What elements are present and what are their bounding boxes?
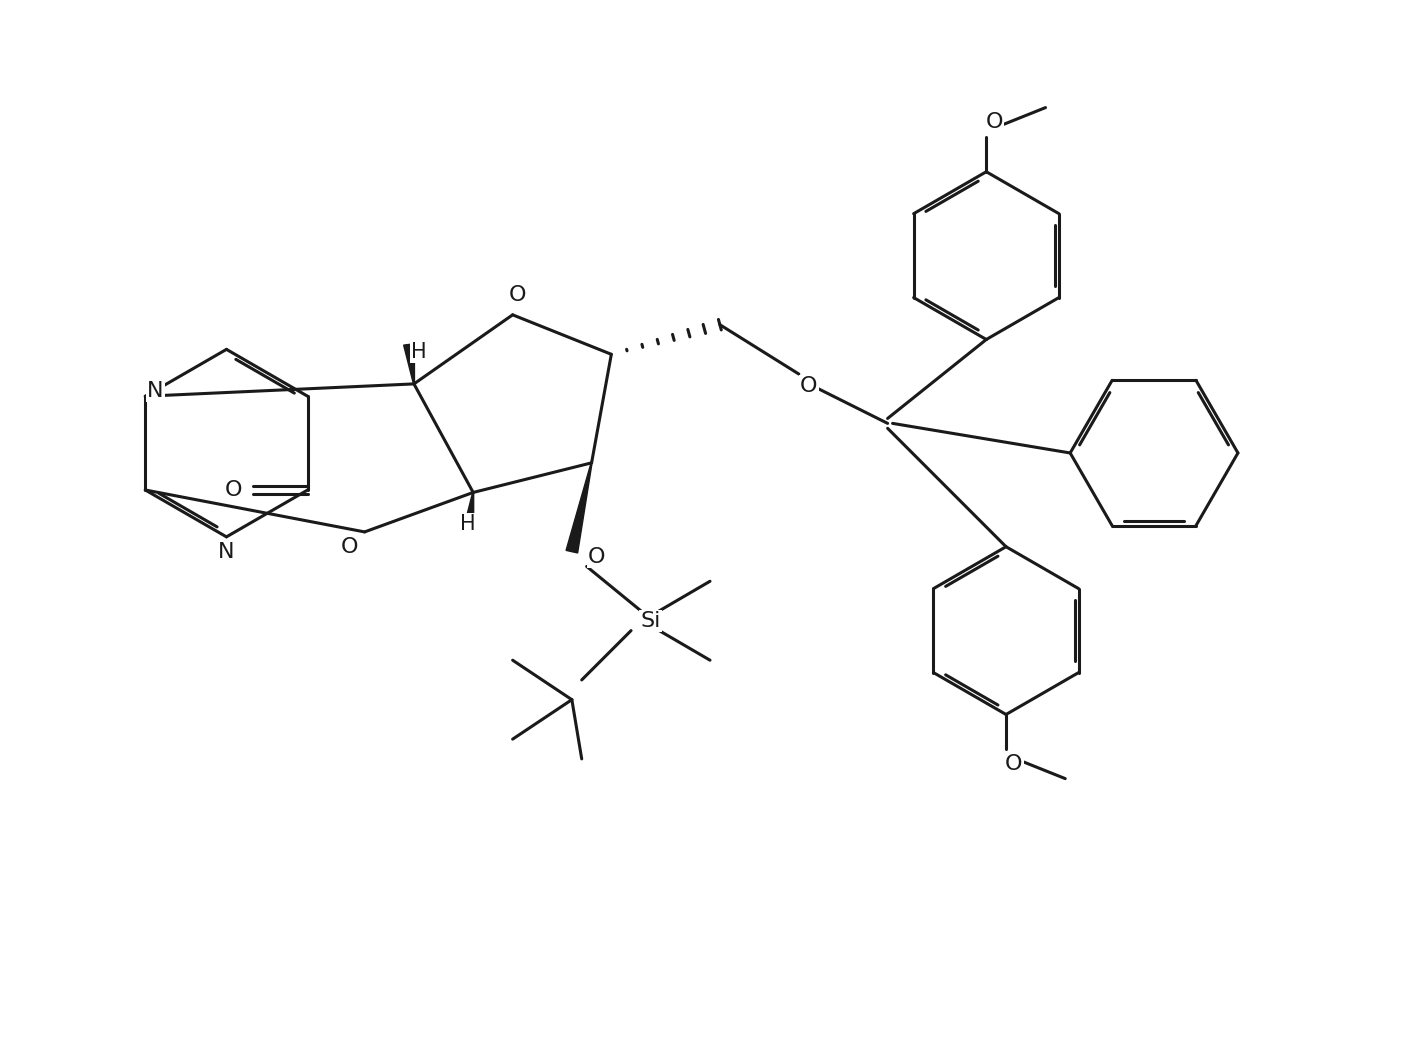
Polygon shape: [463, 492, 474, 532]
Text: O: O: [588, 547, 605, 567]
Text: N: N: [146, 381, 163, 401]
Text: H: H: [460, 514, 476, 534]
Text: O: O: [341, 537, 359, 557]
Text: H: H: [410, 342, 426, 362]
Text: O: O: [224, 480, 243, 500]
Text: Si: Si: [640, 611, 660, 631]
Polygon shape: [567, 463, 592, 553]
Text: O: O: [1005, 754, 1022, 774]
Text: O: O: [799, 376, 818, 396]
Text: O: O: [985, 113, 1003, 133]
Text: O: O: [508, 285, 527, 305]
Text: N: N: [219, 542, 234, 562]
Polygon shape: [403, 344, 415, 384]
